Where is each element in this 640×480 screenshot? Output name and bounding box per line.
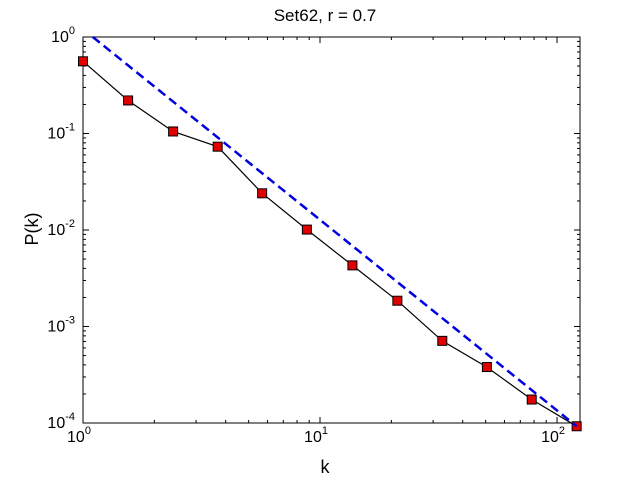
x-tick-label: 102 [541, 425, 565, 446]
y-axis-label: P(k) [22, 213, 42, 246]
data-line [82, 60, 578, 427]
y-tick-label: 10-1 [47, 122, 75, 143]
data-point-marker [123, 95, 134, 106]
y-tick-label: 10-3 [47, 315, 75, 336]
data-point-marker [301, 224, 312, 235]
x-tick-label: 100 [67, 425, 91, 446]
data-point-marker [437, 335, 448, 346]
data-point-marker [257, 188, 268, 199]
data-point-marker [392, 295, 403, 306]
data-point-marker [526, 394, 537, 405]
data-point-marker [168, 126, 179, 137]
chart-title: Set62, r = 0.7 [274, 6, 377, 25]
data-point-marker [78, 56, 88, 67]
fit-line-dashed [92, 36, 578, 428]
data-point-marker [481, 362, 492, 373]
y-tick-label: 100 [51, 25, 75, 46]
y-tick-label: 10-4 [47, 411, 75, 432]
x-axis-label: k [321, 457, 331, 477]
plot-area: 100 101 102 10-4 10-3 10-2 10-1 100 [47, 25, 582, 446]
x-tick-label: 101 [304, 425, 328, 446]
axes-frame [82, 36, 581, 424]
y-tick-label: 10-2 [47, 218, 75, 239]
data-point-marker [212, 141, 223, 152]
data-point-marker [347, 260, 358, 271]
